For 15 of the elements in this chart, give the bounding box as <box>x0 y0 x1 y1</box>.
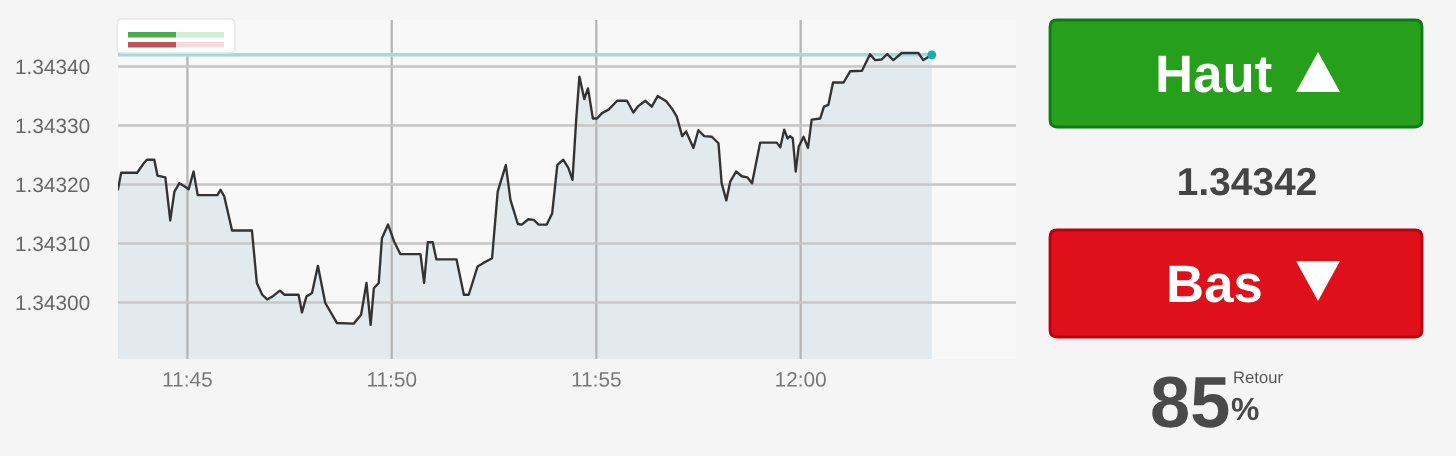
text: Haut <box>1158 55 1272 93</box>
x-tick-label: 11:55 <box>572 372 621 387</box>
text: Bas <box>1169 265 1261 303</box>
y-tick-label: 1.34320 <box>16 177 90 193</box>
text: 1.34342 <box>1179 167 1316 196</box>
text: 85 <box>1152 376 1229 428</box>
y-tick-label: 1.34330 <box>16 118 90 134</box>
y-tick-label: 1.34310 <box>16 236 90 252</box>
x-tick-label: 12:00 <box>776 372 826 387</box>
x-tick-label: 11:50 <box>368 372 417 387</box>
y-tick-label: 1.34340 <box>16 59 90 75</box>
y-tick-label: 1.34300 <box>16 295 90 311</box>
x-tick-label: 11:45 <box>163 372 212 387</box>
text: Retour <box>1234 371 1283 384</box>
text: % <box>1231 397 1259 421</box>
